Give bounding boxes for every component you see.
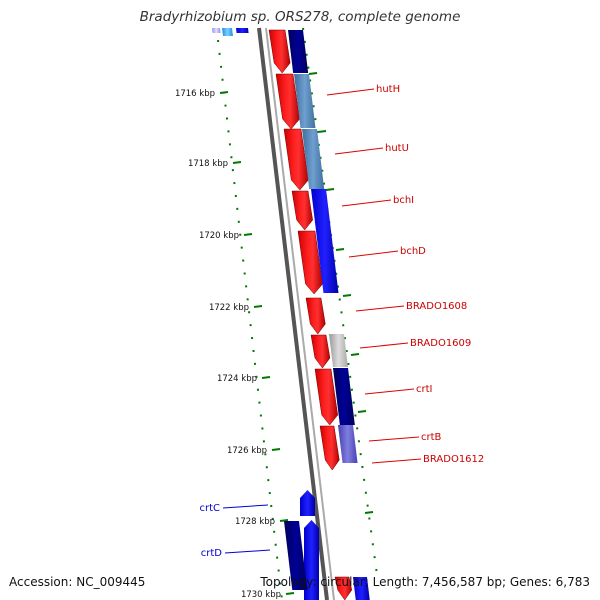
reverse-gene-arrow[interactable] (304, 520, 319, 600)
tick-mark (279, 519, 289, 522)
forward-gene-arrow[interactable] (297, 230, 323, 295)
tick-mark (271, 448, 281, 451)
forward-gene-arrow[interactable] (310, 334, 331, 369)
gene-block[interactable] (294, 74, 316, 128)
outer-ring-tick (308, 72, 318, 75)
gene-label-right[interactable]: bchI (393, 195, 414, 206)
forward-gene-arrow[interactable] (305, 297, 326, 335)
gene-label-right[interactable]: crtI (416, 384, 432, 395)
gene-block[interactable] (212, 28, 221, 33)
tick-label: 1728 kbp (235, 517, 275, 527)
gene-label-right[interactable]: BRADO1608 (406, 301, 467, 312)
outer-guide-ring (302, 27, 378, 576)
gene-label-right[interactable]: crtB (421, 432, 442, 443)
tick-label: 1726 kbp (227, 446, 267, 456)
gene-label-left[interactable]: crtC (199, 503, 220, 514)
tick-label: 1730 kbp (241, 590, 281, 600)
label-leader-line (368, 436, 420, 442)
backbone-line-highlight (265, 27, 335, 600)
gene-block[interactable] (302, 129, 325, 189)
tick-label: 1722 kbp (209, 303, 249, 313)
gene-label-right[interactable]: bchD (400, 246, 426, 257)
tick-label: 1718 kbp (188, 159, 228, 169)
forward-gene-arrow[interactable] (319, 425, 340, 471)
forward-gene-arrow[interactable] (334, 576, 353, 600)
forward-gene-arrow[interactable] (314, 368, 338, 426)
outer-ring-tick (364, 511, 374, 514)
accession-label: Accession: NC_009445 (9, 575, 146, 589)
tick-mark (232, 161, 242, 164)
gene-label-right[interactable]: BRADO1609 (410, 338, 471, 349)
label-leader-line (326, 88, 375, 96)
tick-mark (285, 592, 295, 595)
gene-block[interactable] (333, 368, 355, 425)
gene-block[interactable] (236, 28, 249, 33)
gene-block[interactable] (338, 425, 358, 463)
outer-ring-tick (325, 188, 335, 191)
gene-label-right[interactable]: BRADO1612 (423, 454, 484, 465)
outer-ring-tick (335, 248, 345, 251)
label-leader-line (348, 250, 399, 258)
outer-ring-tick (317, 130, 327, 133)
gene-label-right[interactable]: hutH (376, 84, 400, 95)
tick-label: 1720 kbp (199, 231, 239, 241)
label-leader-line (371, 458, 422, 464)
gene-block[interactable] (288, 30, 309, 73)
tick-label: 1716 kbp (175, 89, 215, 99)
label-leader-line (341, 199, 392, 207)
outer-ring-tick (342, 294, 352, 297)
gene-block[interactable] (329, 334, 348, 367)
gene-block[interactable] (311, 189, 339, 293)
gene-label-left[interactable]: crtD (201, 548, 223, 559)
forward-gene-arrow[interactable] (291, 190, 313, 231)
genome-summary: Topology: circular; Length: 7,456,587 bp… (260, 575, 590, 589)
tick-mark (219, 91, 229, 94)
outer-ring-tick (357, 410, 367, 413)
forward-gene-arrow[interactable] (275, 73, 300, 130)
backbone-line (257, 27, 329, 600)
label-leader-line (359, 342, 409, 349)
tick-mark (253, 305, 263, 308)
forward-gene-arrow[interactable] (283, 128, 309, 191)
label-leader-line (334, 147, 384, 155)
gene-block[interactable] (353, 577, 370, 600)
reverse-gene-arrow[interactable] (300, 490, 315, 516)
outer-ring-tick (350, 353, 360, 356)
gene-block[interactable] (222, 28, 233, 36)
label-leader-line (364, 388, 415, 395)
inner-guide-ring (217, 39, 283, 600)
label-leader-line (224, 549, 271, 554)
tick-mark (261, 376, 271, 379)
label-leader-line (355, 305, 405, 312)
gene-block[interactable] (284, 521, 308, 590)
forward-gene-arrow[interactable] (268, 29, 291, 74)
map-title: Bradyrhizobium sp. ORS278, complete geno… (139, 9, 461, 25)
label-leader-line (222, 504, 269, 509)
gene-label-right[interactable]: hutU (385, 143, 409, 154)
tick-mark (243, 233, 253, 236)
tick-label: 1724 kbp (217, 374, 257, 384)
